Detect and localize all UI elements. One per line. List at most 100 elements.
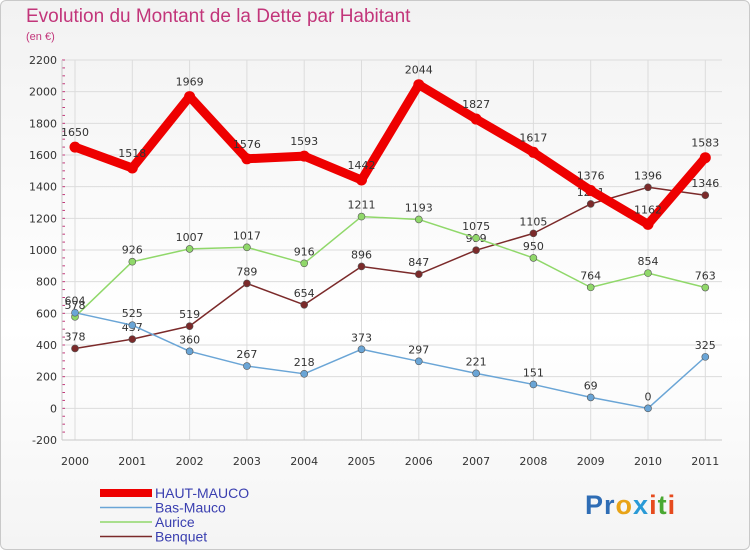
- data-label: 221: [466, 355, 487, 368]
- data-point: [128, 257, 137, 266]
- data-point: [470, 113, 482, 125]
- data-label: 604: [65, 295, 86, 308]
- data-point: [644, 404, 652, 413]
- data-label: 525: [122, 307, 143, 320]
- y-tick-label: 600: [36, 307, 57, 320]
- data-label: 378: [65, 330, 86, 343]
- series-line-haut-mauco: [70, 80, 710, 229]
- data-point: [701, 283, 710, 292]
- chart-title: Evolution du Montant de la Dette par Hab…: [26, 6, 411, 27]
- data-label: 1969: [176, 76, 204, 89]
- y-tick-label: 1200: [29, 212, 57, 225]
- y-tick-label: 0: [50, 402, 57, 415]
- data-point: [529, 380, 538, 389]
- data-point: [126, 162, 138, 174]
- data-point: [699, 152, 711, 164]
- data-label: 896: [351, 248, 372, 261]
- data-point: [128, 335, 137, 343]
- series-line-benquet: [74, 186, 707, 350]
- logo-letter: i: [667, 490, 677, 520]
- y-tick-label: -200: [32, 434, 57, 447]
- data-label: 1075: [462, 220, 490, 233]
- data-point: [69, 141, 81, 153]
- x-tick-label: 2007: [462, 455, 490, 468]
- y-tick-label: 1000: [29, 244, 57, 257]
- data-label: 1650: [61, 126, 89, 139]
- data-label: 1617: [519, 131, 547, 144]
- data-label: 654: [294, 287, 315, 300]
- data-label: 950: [523, 240, 544, 253]
- y-tick-label: 200: [36, 371, 57, 384]
- data-label: 1442: [348, 159, 376, 172]
- x-tick-label: 2002: [176, 455, 204, 468]
- y-tick-label: 800: [36, 276, 57, 289]
- data-point: [644, 183, 652, 192]
- data-point: [414, 215, 423, 224]
- series-line-aurice: [74, 215, 707, 318]
- data-label: 151: [523, 366, 544, 379]
- data-point: [184, 91, 196, 103]
- data-label: 1017: [233, 229, 261, 242]
- data-label: 267: [236, 348, 257, 361]
- data-point: [472, 369, 480, 378]
- x-tick-label: 2008: [519, 455, 547, 468]
- data-point: [185, 347, 194, 356]
- data-label: 519: [179, 308, 200, 321]
- x-tick-label: 2006: [405, 455, 433, 468]
- y-tick-label: 1600: [29, 149, 57, 162]
- data-label: 1193: [405, 201, 433, 214]
- data-point: [529, 254, 538, 262]
- logo-letter: i: [649, 490, 658, 520]
- data-point: [644, 269, 652, 277]
- x-tick-label: 2010: [634, 455, 662, 468]
- data-label: 1827: [462, 98, 490, 111]
- x-tick-label: 2009: [577, 455, 605, 468]
- y-tick-label: 1800: [29, 117, 57, 130]
- data-point: [701, 191, 710, 200]
- data-point: [356, 174, 367, 186]
- data-point: [414, 357, 423, 366]
- y-tick-label: 2200: [29, 54, 57, 67]
- data-label: 926: [122, 244, 143, 257]
- data-point: [472, 246, 480, 254]
- logo-letter: P: [585, 490, 605, 520]
- x-tick-label: 2000: [61, 455, 89, 468]
- data-point: [357, 345, 366, 354]
- data-label: 325: [695, 339, 716, 352]
- logo-letter: t: [657, 490, 668, 520]
- data-label: 1396: [634, 169, 662, 182]
- logo-letter: r: [604, 490, 616, 520]
- data-point: [71, 308, 79, 317]
- data-point: [642, 218, 654, 230]
- data-point: [243, 279, 251, 288]
- chart-subtitle: (en €): [26, 31, 55, 43]
- data-point: [243, 243, 251, 252]
- data-label: 69: [584, 379, 598, 392]
- data-point: [586, 393, 595, 402]
- data-point: [71, 344, 79, 353]
- x-tick-label: 2004: [290, 455, 318, 468]
- data-point: [529, 229, 538, 238]
- data-point: [300, 370, 309, 378]
- data-point: [586, 283, 595, 292]
- data-point: [243, 362, 251, 370]
- data-point: [128, 321, 137, 330]
- data-point: [185, 245, 194, 253]
- data-label: 1346: [691, 177, 719, 190]
- data-point: [585, 184, 597, 196]
- data-point: [298, 150, 310, 162]
- data-point: [527, 146, 539, 158]
- logo-letter: x: [633, 490, 650, 520]
- data-label: 847: [408, 256, 429, 269]
- logo-letter: o: [615, 490, 634, 520]
- data-label: 218: [294, 356, 315, 369]
- y-tick-label: 2000: [29, 86, 57, 99]
- x-tick-label: 2001: [118, 455, 146, 468]
- data-label: 1007: [176, 231, 204, 244]
- data-point: [357, 212, 366, 221]
- data-point: [414, 270, 423, 279]
- data-label: 1105: [519, 215, 547, 228]
- data-point: [701, 353, 710, 361]
- data-label: 789: [236, 265, 257, 278]
